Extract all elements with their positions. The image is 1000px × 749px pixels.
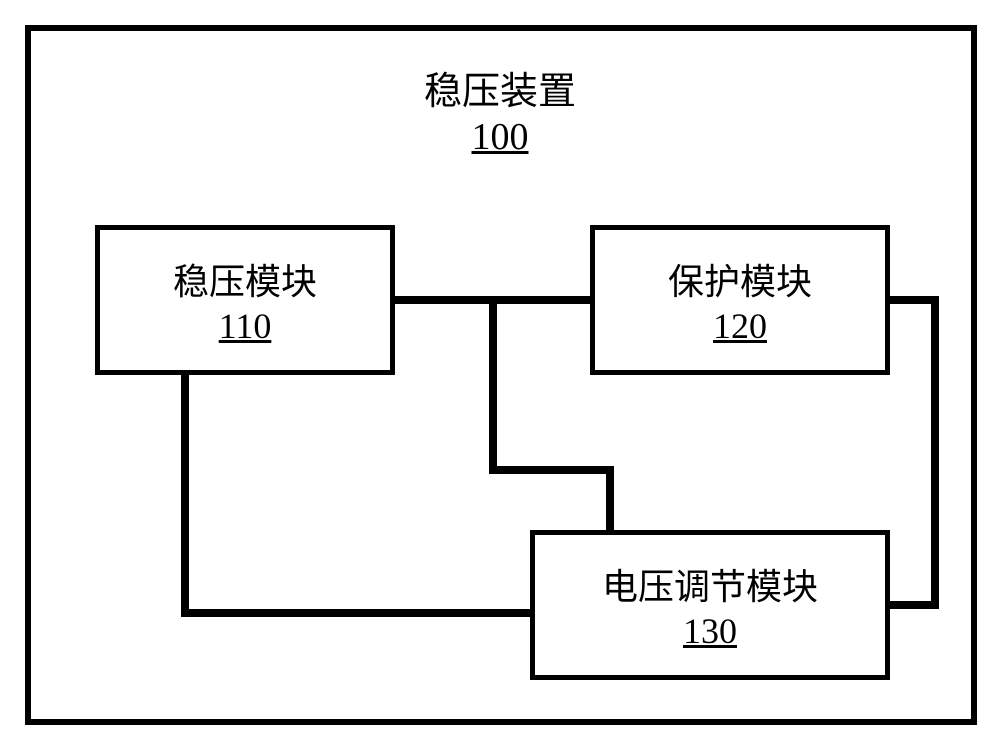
- module-120-number: 120: [713, 305, 767, 347]
- module-130-number: 130: [683, 610, 737, 652]
- connector-110-right: [181, 609, 530, 617]
- connector-t-right: [489, 466, 615, 474]
- module-120-label: 保护模块: [668, 253, 812, 305]
- connector-120-into-130: [890, 601, 939, 609]
- module-130: 电压调节模块 130: [530, 530, 890, 680]
- diagram-title: 稳压装置 100: [400, 60, 600, 159]
- connector-t-into-130: [606, 466, 614, 530]
- module-110: 稳压模块 110: [95, 225, 395, 375]
- connector-t-down: [489, 300, 497, 470]
- connector-120-down: [931, 296, 939, 609]
- module-110-label: 稳压模块: [173, 253, 317, 305]
- module-130-label: 电压调节模块: [602, 558, 818, 610]
- connector-110-down: [181, 375, 189, 617]
- diagram-canvas: 稳压装置 100 稳压模块 110 保护模块 120 电压调节模块 130: [0, 0, 1000, 749]
- diagram-title-label: 稳压装置: [400, 60, 600, 115]
- diagram-title-number: 100: [400, 115, 600, 159]
- module-110-number: 110: [219, 305, 272, 347]
- module-120: 保护模块 120: [590, 225, 890, 375]
